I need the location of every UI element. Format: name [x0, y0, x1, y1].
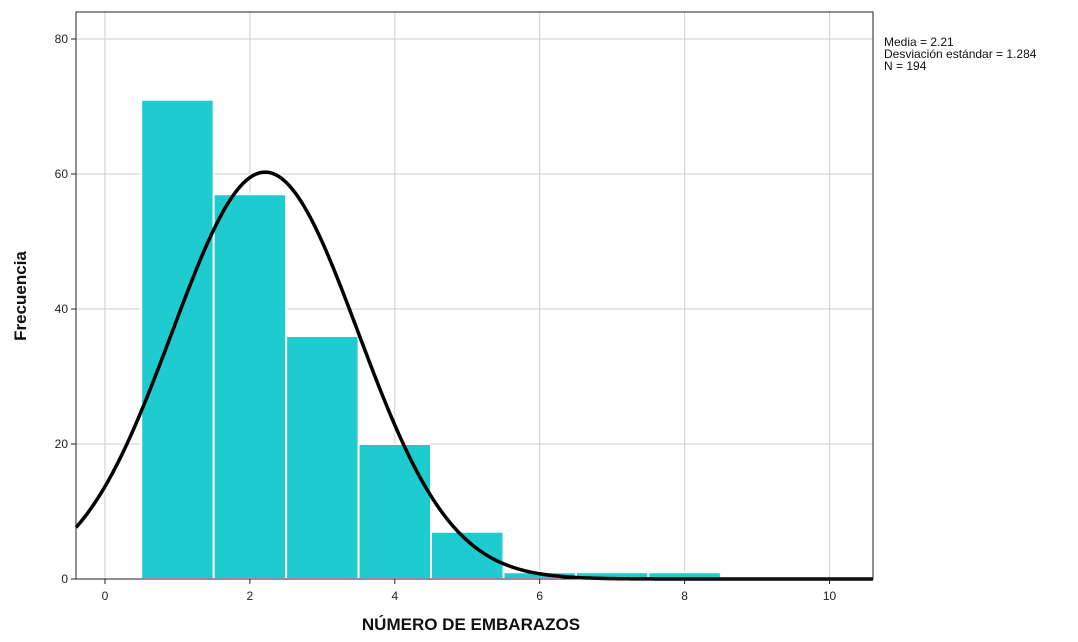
x-axis-title: NÚMERO DE EMBARAZOS — [362, 615, 580, 634]
histogram-bar — [140, 98, 215, 580]
histogram-bar — [357, 443, 433, 580]
x-axis-ticks: 0 2 4 6 8 10 — [102, 579, 837, 603]
statistics-box: Media = 2.21 Desviación estándar = 1.284… — [884, 36, 1036, 72]
stat-std-dev: Desviación estándar = 1.284 — [884, 47, 1037, 61]
x-tick-label: 10 — [823, 589, 837, 603]
y-tick-label: 40 — [55, 302, 69, 316]
y-axis-ticks: 0 20 40 60 80 — [55, 32, 76, 586]
histogram-bars — [140, 98, 722, 580]
y-tick-label: 0 — [61, 572, 68, 586]
x-tick-label: 8 — [681, 589, 688, 603]
y-axis-title: Frecuencia — [11, 251, 30, 341]
x-tick-label: 4 — [391, 589, 398, 603]
x-tick-label: 2 — [247, 589, 254, 603]
histogram-bar — [212, 193, 288, 580]
y-tick-label: 20 — [55, 437, 69, 451]
stat-mean: Media = 2.21 — [884, 35, 954, 49]
plot-frame — [75, 11, 874, 580]
histogram-bar — [285, 335, 360, 580]
y-tick-label: 60 — [55, 167, 69, 181]
x-tick-label: 6 — [536, 589, 543, 603]
y-tick-label: 80 — [55, 32, 69, 46]
stat-n: N = 194 — [884, 59, 927, 73]
x-tick-label: 0 — [102, 589, 109, 603]
